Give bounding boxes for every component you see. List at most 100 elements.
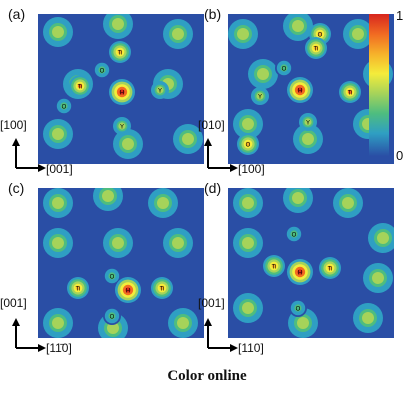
density-contour xyxy=(260,71,266,77)
atom-label: O xyxy=(100,69,105,75)
density-contour xyxy=(245,200,251,206)
density-contour xyxy=(295,195,301,201)
density-contour xyxy=(115,21,121,27)
density-contour xyxy=(115,240,121,246)
atom-label: Y xyxy=(158,89,162,95)
density-contour xyxy=(175,31,181,37)
density-contour xyxy=(245,121,251,127)
atom-label: H xyxy=(298,271,302,277)
density-contour xyxy=(55,29,61,35)
atom-label: Ti xyxy=(78,85,83,91)
density-contour xyxy=(105,193,111,199)
density-contour xyxy=(120,124,124,128)
charge-density-map-b: O Ti O Y H Ti Y O xyxy=(228,14,394,164)
density-contour xyxy=(110,274,114,278)
atom-label: H xyxy=(126,289,130,295)
colorbar-min-label: 0 xyxy=(396,148,404,163)
density-contour xyxy=(297,269,303,275)
atom-label: O xyxy=(246,143,251,149)
density-contour xyxy=(75,285,81,291)
colorbar-max-label: 1 xyxy=(396,8,404,23)
axis-vertical-d: [001] xyxy=(198,296,225,310)
charge-density-map-c: O Ti H Ti O xyxy=(38,188,204,338)
atom-label: O xyxy=(62,105,67,111)
density-contour xyxy=(282,66,286,70)
atom-label: Ti xyxy=(76,287,81,293)
panel-b-label: (b) xyxy=(204,6,222,22)
atom-label: Y xyxy=(120,125,124,131)
axes-arrows-a xyxy=(12,138,46,172)
colorbar xyxy=(369,14,389,156)
density-contour xyxy=(62,104,66,108)
density-contour xyxy=(300,320,306,326)
density-contour xyxy=(158,88,162,92)
atom-label: Ti xyxy=(348,91,353,97)
axes-arrows-d xyxy=(204,318,238,352)
density-contour xyxy=(245,305,251,311)
density-contour xyxy=(355,31,361,37)
density-contour xyxy=(271,263,277,269)
charge-density-map-d: O Ti H Ti O xyxy=(228,188,394,338)
density-contour xyxy=(77,83,83,89)
density-contour xyxy=(317,31,323,37)
atom-label: O xyxy=(296,307,301,313)
density-contour xyxy=(375,275,381,281)
axis-horizontal-b: [100] xyxy=(238,162,265,176)
density-contour xyxy=(380,235,386,241)
axis-vertical-b: [010] xyxy=(198,118,225,132)
density-contour xyxy=(245,240,251,246)
density-contour xyxy=(365,315,371,321)
density-contour xyxy=(175,240,181,246)
density-contour xyxy=(347,89,353,95)
density-contour xyxy=(296,306,300,310)
caption: Color online xyxy=(167,368,247,384)
density-contour xyxy=(305,136,311,142)
atom-label: Ti xyxy=(272,265,277,271)
density-contour xyxy=(159,285,165,291)
density-contour xyxy=(245,141,251,147)
density-contour xyxy=(110,314,114,318)
density-contour xyxy=(160,200,166,206)
density-contour xyxy=(119,89,125,95)
atom-label: O xyxy=(282,67,287,73)
atom-label: O xyxy=(292,233,297,239)
axis-horizontal-d: [110] xyxy=(238,341,264,355)
density-contour xyxy=(292,232,296,236)
charge-density-map-a: Ti O H Y Ti O Y xyxy=(38,14,204,164)
density-contour xyxy=(240,31,246,37)
density-contour xyxy=(100,68,104,72)
atom-label: H xyxy=(298,89,302,95)
atom-label: O xyxy=(318,33,323,39)
density-contour xyxy=(327,265,333,271)
density-contour xyxy=(180,320,186,326)
density-contour xyxy=(125,141,131,147)
atom-label: H xyxy=(120,91,124,97)
atom-label: Y xyxy=(306,121,310,127)
density-contour xyxy=(258,94,262,98)
axis-vertical-a: [100] xyxy=(0,118,27,132)
panel-c-label: (c) xyxy=(8,180,25,196)
axes-arrows-c xyxy=(12,318,46,352)
density-contour xyxy=(306,120,310,124)
density-contour xyxy=(55,320,61,326)
density-contour xyxy=(117,49,123,55)
axis-horizontal-a: [001] xyxy=(46,162,73,176)
atom-label: Ti xyxy=(328,267,333,273)
panel-d-label: (d) xyxy=(204,180,222,196)
density-contour xyxy=(185,136,191,142)
density-contour xyxy=(125,287,131,293)
axis-horizontal-c: [11̄0] xyxy=(46,341,72,355)
density-contour xyxy=(297,87,303,93)
axes-arrows-b xyxy=(204,138,238,172)
density-contour xyxy=(55,200,61,206)
panel-a-label: (a) xyxy=(8,6,26,22)
axis-vertical-c: [001] xyxy=(0,296,27,310)
atom-label: Ti xyxy=(160,287,165,293)
atom-label: Y xyxy=(258,95,262,101)
atom-label: O xyxy=(110,275,115,281)
density-contour xyxy=(55,131,61,137)
atom-label: Ti xyxy=(314,47,319,53)
density-contour xyxy=(295,23,301,29)
atom-label: Ti xyxy=(118,51,123,57)
density-contour xyxy=(110,325,116,331)
